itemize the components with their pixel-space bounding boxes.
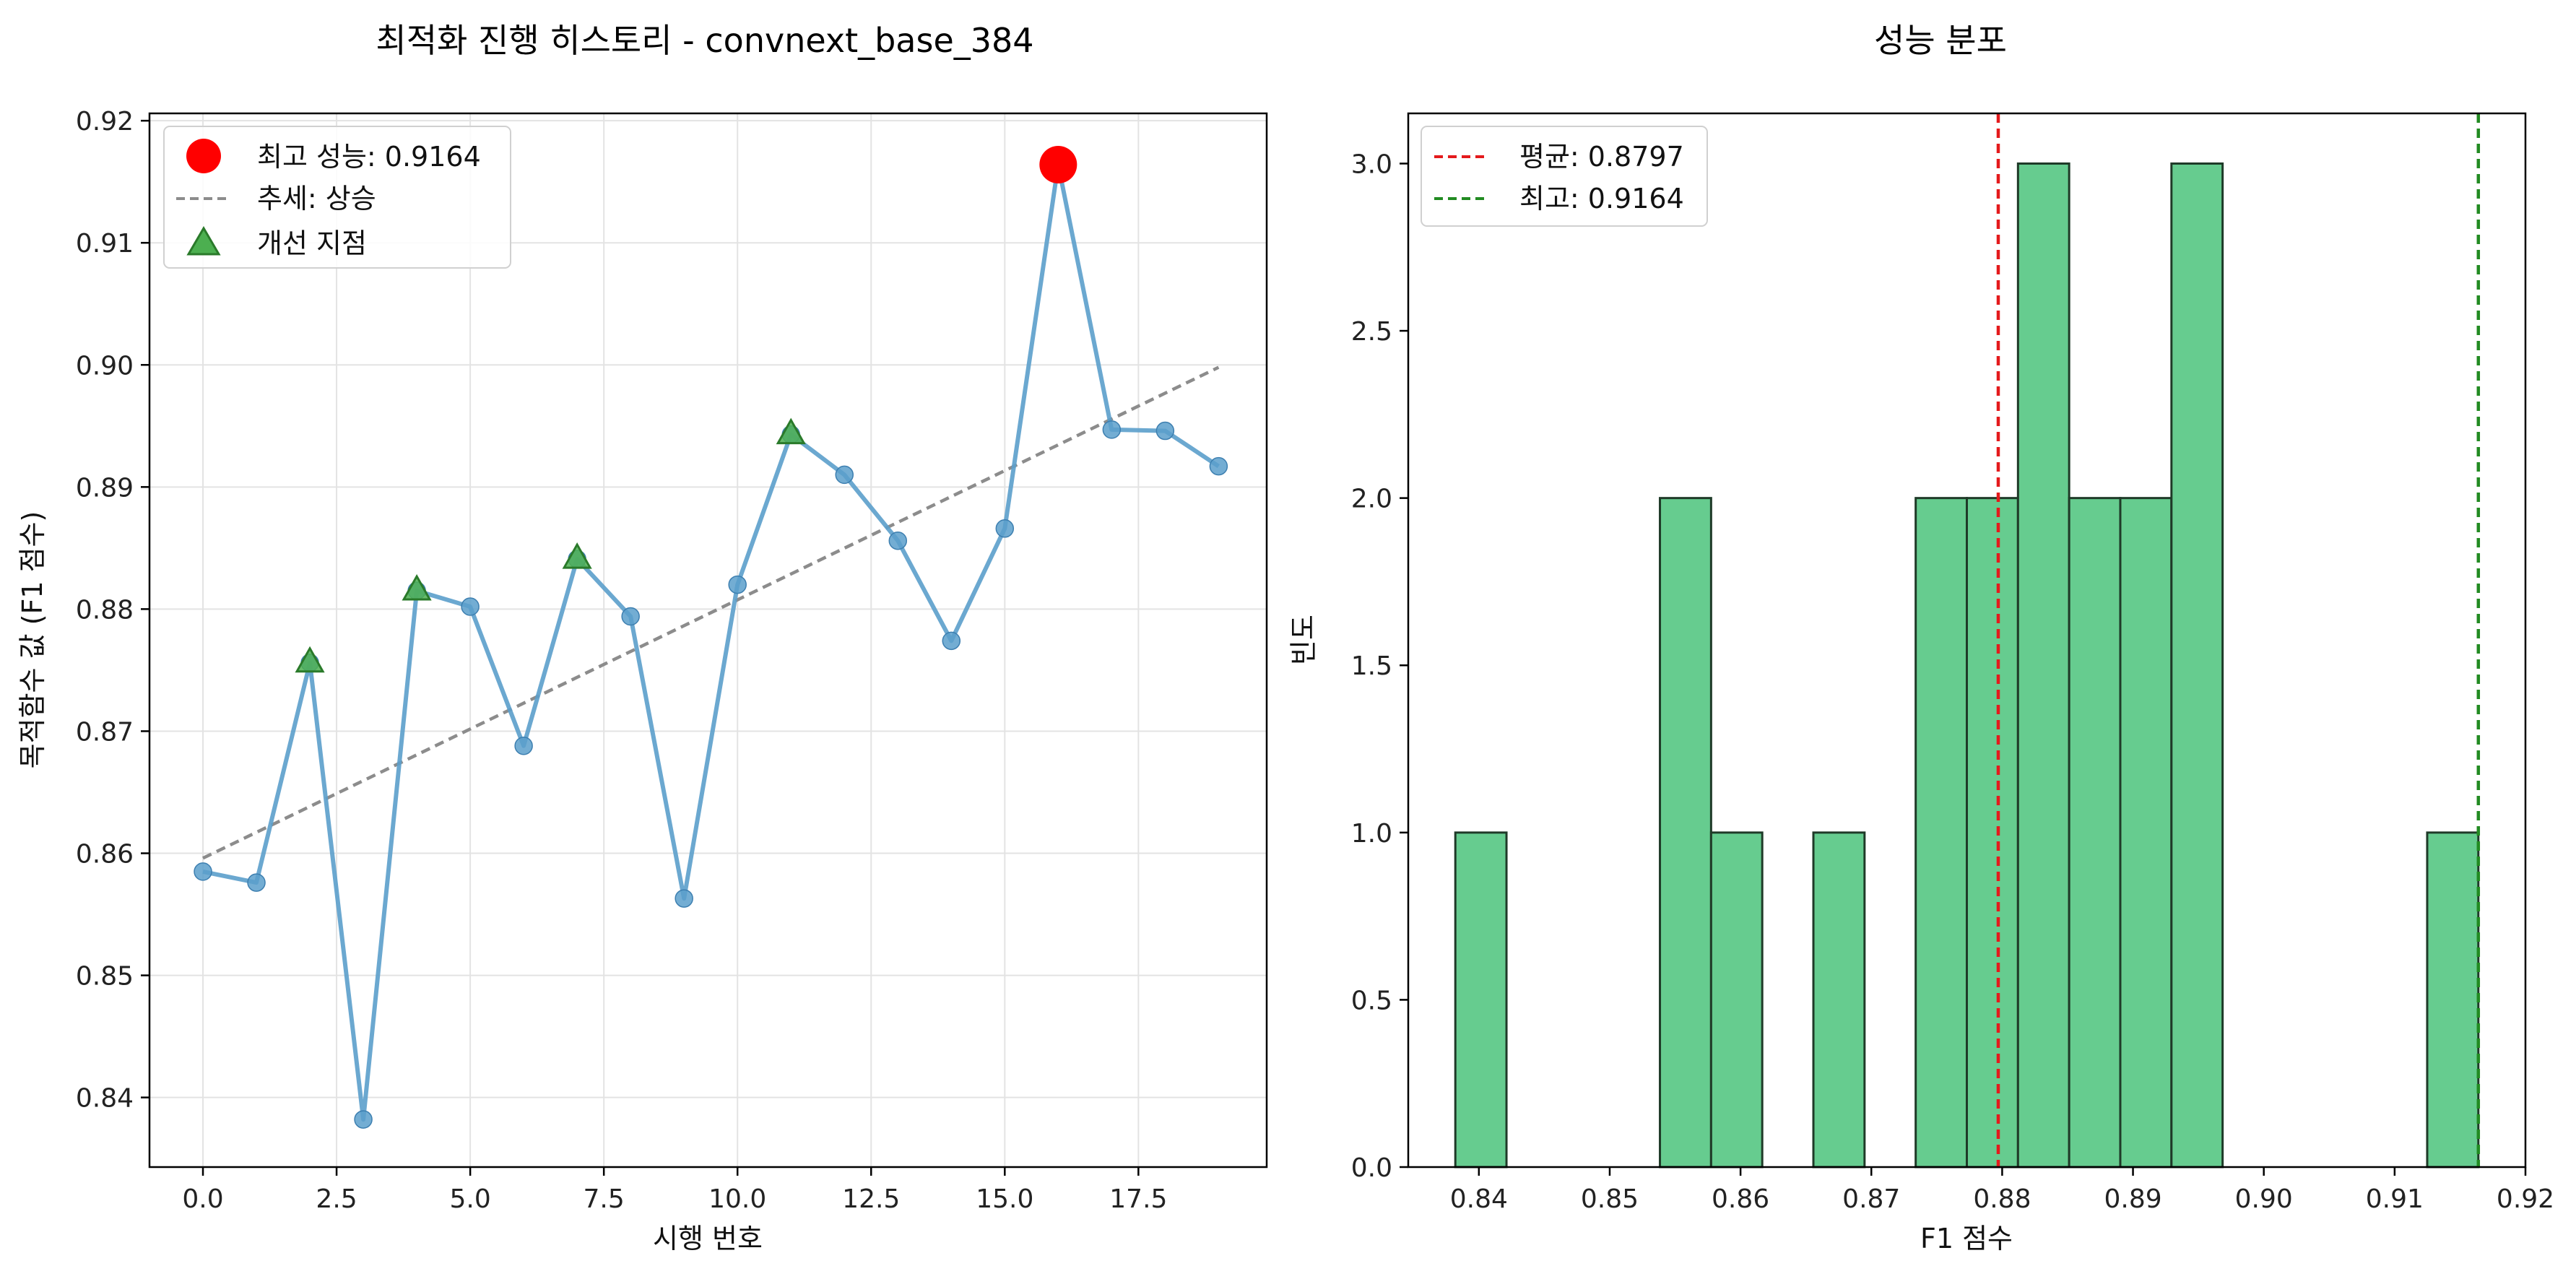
objective-point	[247, 873, 266, 892]
history-y-tick-label: 0.92	[76, 107, 134, 136]
distribution-x-tick-label: 0.91	[2366, 1184, 2424, 1214]
history-x-tick-label: 10.0	[708, 1184, 766, 1214]
history-y-tick-label: 0.84	[76, 1084, 134, 1114]
objective-point	[354, 1110, 373, 1129]
distribution-x-tick-label: 0.84	[1450, 1184, 1508, 1214]
history-y-tick-label: 0.87	[76, 717, 134, 747]
improvement-marker	[562, 542, 592, 569]
history-x-label: 시행 번호	[653, 1223, 763, 1254]
objective-point	[942, 631, 961, 651]
history-x-tick-label: 5.0	[449, 1184, 490, 1214]
history-legend-box	[163, 126, 511, 269]
distribution-reference-lines	[1996, 113, 2481, 1167]
history-legend: 최고 성능: 0.9164 추세: 상승 개선 지점	[163, 126, 511, 269]
history-grid	[149, 113, 1267, 1167]
histogram-bar	[1659, 497, 1712, 1169]
distribution-x-label: F1 점수	[1920, 1223, 2013, 1254]
histogram-bar	[2119, 497, 2173, 1169]
distribution-y-tick-label: 0.0	[1351, 1153, 1392, 1183]
history-x-tick-label: 15.0	[976, 1184, 1033, 1214]
legend-mean-label: 평균: 0.8797	[1519, 141, 1684, 173]
histogram-bar	[2170, 162, 2224, 1169]
history-x-tick-label: 2.5	[316, 1184, 357, 1214]
history-y-ticks: 0.84 0.85 0.86 0.87 0.88 0.89 0.90 0.91 0.92	[76, 107, 149, 1114]
improvement-marker	[295, 646, 325, 673]
history-x-ticks: 0.0 2.5 5.0 7.5 10.0 12.5 15.0 17.5	[182, 1167, 1167, 1214]
objective-point	[995, 519, 1015, 538]
history-title: 최적화 진행 히스토리 - convnext_base_384	[376, 21, 1033, 60]
objective-point	[1209, 456, 1228, 476]
objective-point	[1155, 421, 1175, 441]
history-y-tick-label: 0.89	[76, 473, 134, 503]
distribution-y-tick-label: 2.0	[1351, 485, 1392, 514]
history-trend-layer	[202, 365, 1220, 860]
improvement-marker	[776, 417, 806, 445]
distribution-x-tick-label: 0.90	[2235, 1184, 2293, 1214]
legend-improvement-label: 개선 지점	[257, 227, 367, 259]
history-y-label: 목적함수 값 (F1 점수)	[17, 511, 48, 769]
history-y-tick-label: 0.91	[76, 229, 134, 259]
histogram-bar	[1914, 497, 1969, 1169]
distribution-x-tick-label: 0.86	[1712, 1184, 1769, 1214]
distribution-panel: 성능 분포 0.84 0.85 0.86 0.87 0.88 0.89 0.90 0.91 0.…	[1288, 21, 2554, 1254]
improvement-marker	[402, 573, 432, 601]
history-y-tick-label: 0.90	[76, 351, 134, 381]
objective-point	[675, 889, 693, 908]
history-x-tick-label: 7.5	[584, 1184, 625, 1214]
history-x-tick-label: 17.5	[1109, 1184, 1167, 1214]
legend-trend-label: 추세: 상승	[257, 183, 376, 214]
legend-best-label: 최고 성능: 0.9164	[257, 141, 481, 173]
history-improvement-layer	[295, 417, 806, 673]
objective-point	[461, 597, 480, 616]
history-x-tick-label: 12.5	[842, 1184, 900, 1214]
distribution-y-label: 빈도	[1288, 615, 1319, 665]
objective-point	[621, 607, 640, 626]
distribution-y-tick-label: 2.5	[1351, 317, 1392, 347]
distribution-y-ticks: 0.0 0.5 1.0 1.5 2.0 2.5 3.0	[1351, 149, 1408, 1183]
legend-improvement-marker	[186, 226, 221, 256]
objective-point	[194, 862, 212, 881]
histogram-bar	[1966, 497, 2019, 1169]
objective-line	[202, 162, 1220, 1122]
distribution-plot-frame	[1407, 112, 2527, 1169]
distribution-y-tick-label: 1.0	[1351, 819, 1392, 849]
distribution-x-tick-label: 0.85	[1581, 1184, 1639, 1214]
distribution-x-tick-label: 0.87	[1842, 1184, 1900, 1214]
histogram-bar	[1812, 831, 1866, 1169]
histogram-bar	[2016, 162, 2070, 1169]
distribution-y-tick-label: 0.5	[1351, 986, 1392, 1015]
best-point	[1039, 146, 1077, 184]
history-x-tick-label: 0.0	[182, 1184, 223, 1214]
distribution-x-ticks: 0.84 0.85 0.86 0.87 0.88 0.89 0.90 0.91 0.92	[1450, 1167, 2554, 1214]
distribution-x-tick-label: 0.89	[2104, 1184, 2161, 1214]
distribution-y-tick-label: 3.0	[1351, 149, 1392, 179]
objective-point	[514, 736, 533, 755]
distribution-legend: 평균: 0.8797 최고: 0.9164	[1421, 126, 1708, 227]
legend-max-label: 최고: 0.9164	[1519, 183, 1684, 214]
distribution-y-tick-label: 1.5	[1351, 651, 1392, 681]
history-y-tick-label: 0.88	[76, 595, 134, 625]
legend-best-marker	[186, 139, 221, 173]
distribution-legend-box	[1421, 126, 1708, 227]
history-y-tick-label: 0.86	[76, 840, 134, 870]
objective-point	[888, 531, 908, 550]
objective-point	[728, 575, 747, 594]
histogram-bar	[2426, 831, 2480, 1169]
trend-line	[202, 365, 1220, 860]
objective-point	[835, 465, 854, 485]
history-plot-frame	[148, 112, 1268, 1169]
distribution-x-tick-label: 0.88	[1973, 1184, 2031, 1214]
histogram-bar	[1454, 831, 1508, 1169]
histogram-bar	[2068, 497, 2122, 1169]
history-panel: 최적화 진행 히스토리 - convnext_base_384 0.0 2.5 5.…	[17, 21, 1268, 1254]
history-best-layer	[1039, 146, 1077, 184]
distribution-x-tick-label: 0.92	[2497, 1184, 2554, 1214]
histogram-bar	[1709, 831, 1764, 1169]
distribution-title: 성능 분포	[1874, 21, 2007, 60]
objective-point	[1102, 420, 1122, 439]
history-y-tick-label: 0.85	[76, 962, 134, 992]
